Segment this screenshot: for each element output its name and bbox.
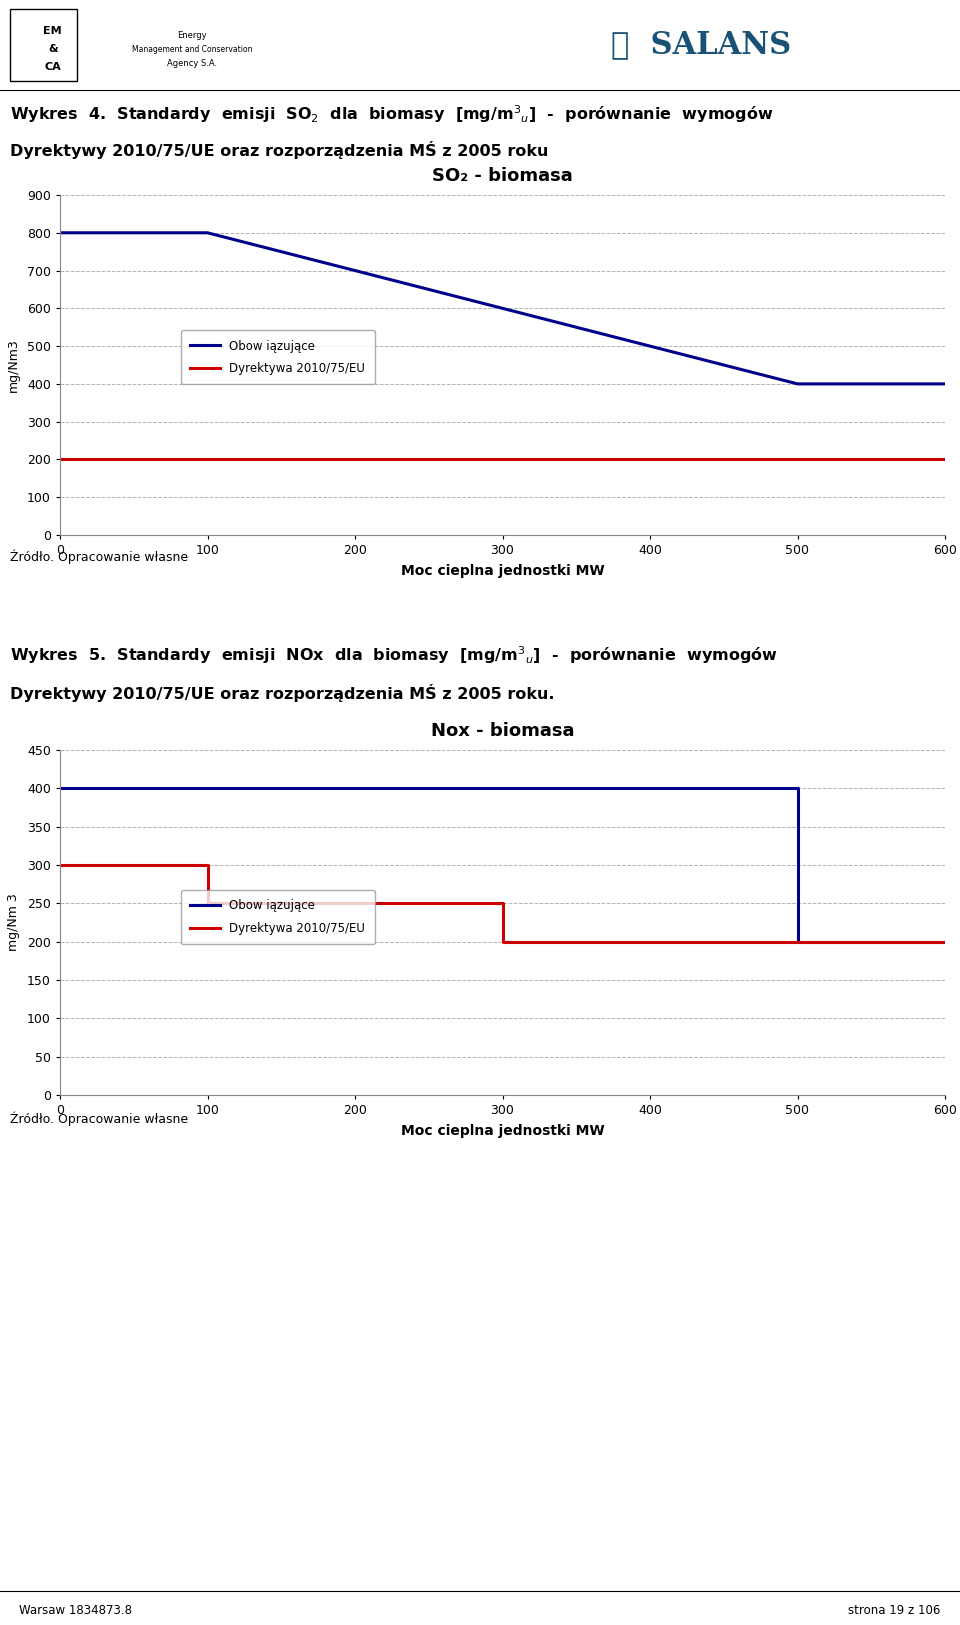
Title: SO₂ - biomasa: SO₂ - biomasa [432, 167, 573, 185]
X-axis label: Moc cieplna jednostki MW: Moc cieplna jednostki MW [400, 1124, 604, 1138]
Text: &: & [48, 44, 58, 55]
X-axis label: Moc cieplna jednostki MW: Moc cieplna jednostki MW [400, 564, 604, 578]
Text: Warsaw 1834873.8: Warsaw 1834873.8 [19, 1604, 132, 1617]
Text: EM: EM [43, 26, 62, 36]
Legend: Obow iązujące, Dyrektywa 2010/75/EU: Obow iązujące, Dyrektywa 2010/75/EU [180, 891, 374, 944]
Text: Wykres  5.  Standardy  emisji  NOx  dla  biomasy  [mg/m$^3$$_u$]  -  porównanie : Wykres 5. Standardy emisji NOx dla bioma… [10, 644, 778, 666]
Text: Źródło. Opracowanie własne: Źródło. Opracowanie własne [10, 1112, 188, 1126]
Title: Nox - biomasa: Nox - biomasa [431, 722, 574, 739]
Text: Wykres  4.  Standardy  emisji  SO$_2$  dla  biomasy  [mg/m$^3$$_u$]  -  porównan: Wykres 4. Standardy emisji SO$_2$ dla bi… [10, 104, 773, 125]
Bar [10, 10, 77, 81]
Text: strona 19 z 106: strona 19 z 106 [849, 1604, 941, 1617]
Text: ❖  SALANS: ❖ SALANS [611, 29, 791, 60]
Legend: Obow iązujące, Dyrektywa 2010/75/EU: Obow iązujące, Dyrektywa 2010/75/EU [180, 330, 374, 385]
Text: Agency S.A.: Agency S.A. [167, 58, 217, 68]
Text: Energy: Energy [178, 31, 206, 41]
Text: Dyrektywy 2010/75/UE oraz rozporządzenia MŚ z 2005 roku.: Dyrektywy 2010/75/UE oraz rozporządzenia… [10, 684, 554, 702]
Y-axis label: mg/Nm 3: mg/Nm 3 [7, 894, 20, 951]
Y-axis label: mg/Nm3: mg/Nm3 [7, 338, 20, 392]
Text: CA: CA [44, 62, 61, 73]
Text: Dyrektywy 2010/75/UE oraz rozporządzenia MŚ z 2005 roku: Dyrektywy 2010/75/UE oraz rozporządzenia… [10, 141, 548, 159]
Text: Źródło. Opracowanie własne: Źródło. Opracowanie własne [10, 549, 188, 564]
Text: Management and Conservation: Management and Conservation [132, 46, 252, 54]
